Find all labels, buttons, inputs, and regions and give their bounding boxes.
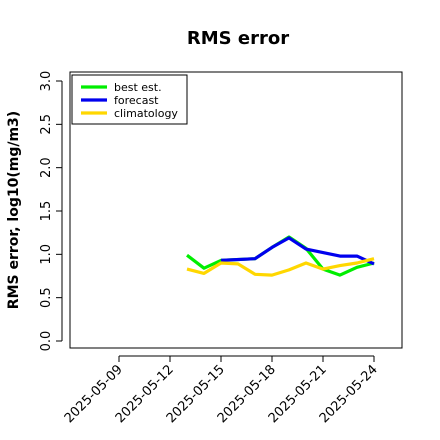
legend-label: forecast — [114, 94, 159, 107]
plot-frame — [69, 71, 403, 349]
y-tick-label: 0.0 — [39, 331, 54, 352]
y-tick-label: 0.5 — [39, 287, 54, 308]
x-axis: 2025-05-092025-05-122025-05-152025-05-18… — [62, 355, 381, 426]
legend-label: climatology — [114, 107, 178, 120]
y-tick-label: 3.0 — [39, 71, 54, 92]
y-tick-label: 2.0 — [39, 157, 54, 178]
chart-title: RMS error — [187, 28, 289, 49]
series-layer — [186, 235, 375, 277]
y-tick-label: 1.5 — [39, 201, 54, 222]
series-line-climatology — [186, 257, 375, 277]
y-tick-label: 2.5 — [39, 114, 54, 135]
y-axis-label: RMS error, log10(mg/m3) — [6, 111, 22, 309]
y-axis: 0.0 0.5 1.0 1.5 2.0 2.5 3.0 — [39, 71, 63, 352]
legend-label: best est. — [114, 81, 162, 94]
series-line-forecast — [220, 236, 375, 266]
y-tick-label: 1.0 — [39, 244, 54, 265]
